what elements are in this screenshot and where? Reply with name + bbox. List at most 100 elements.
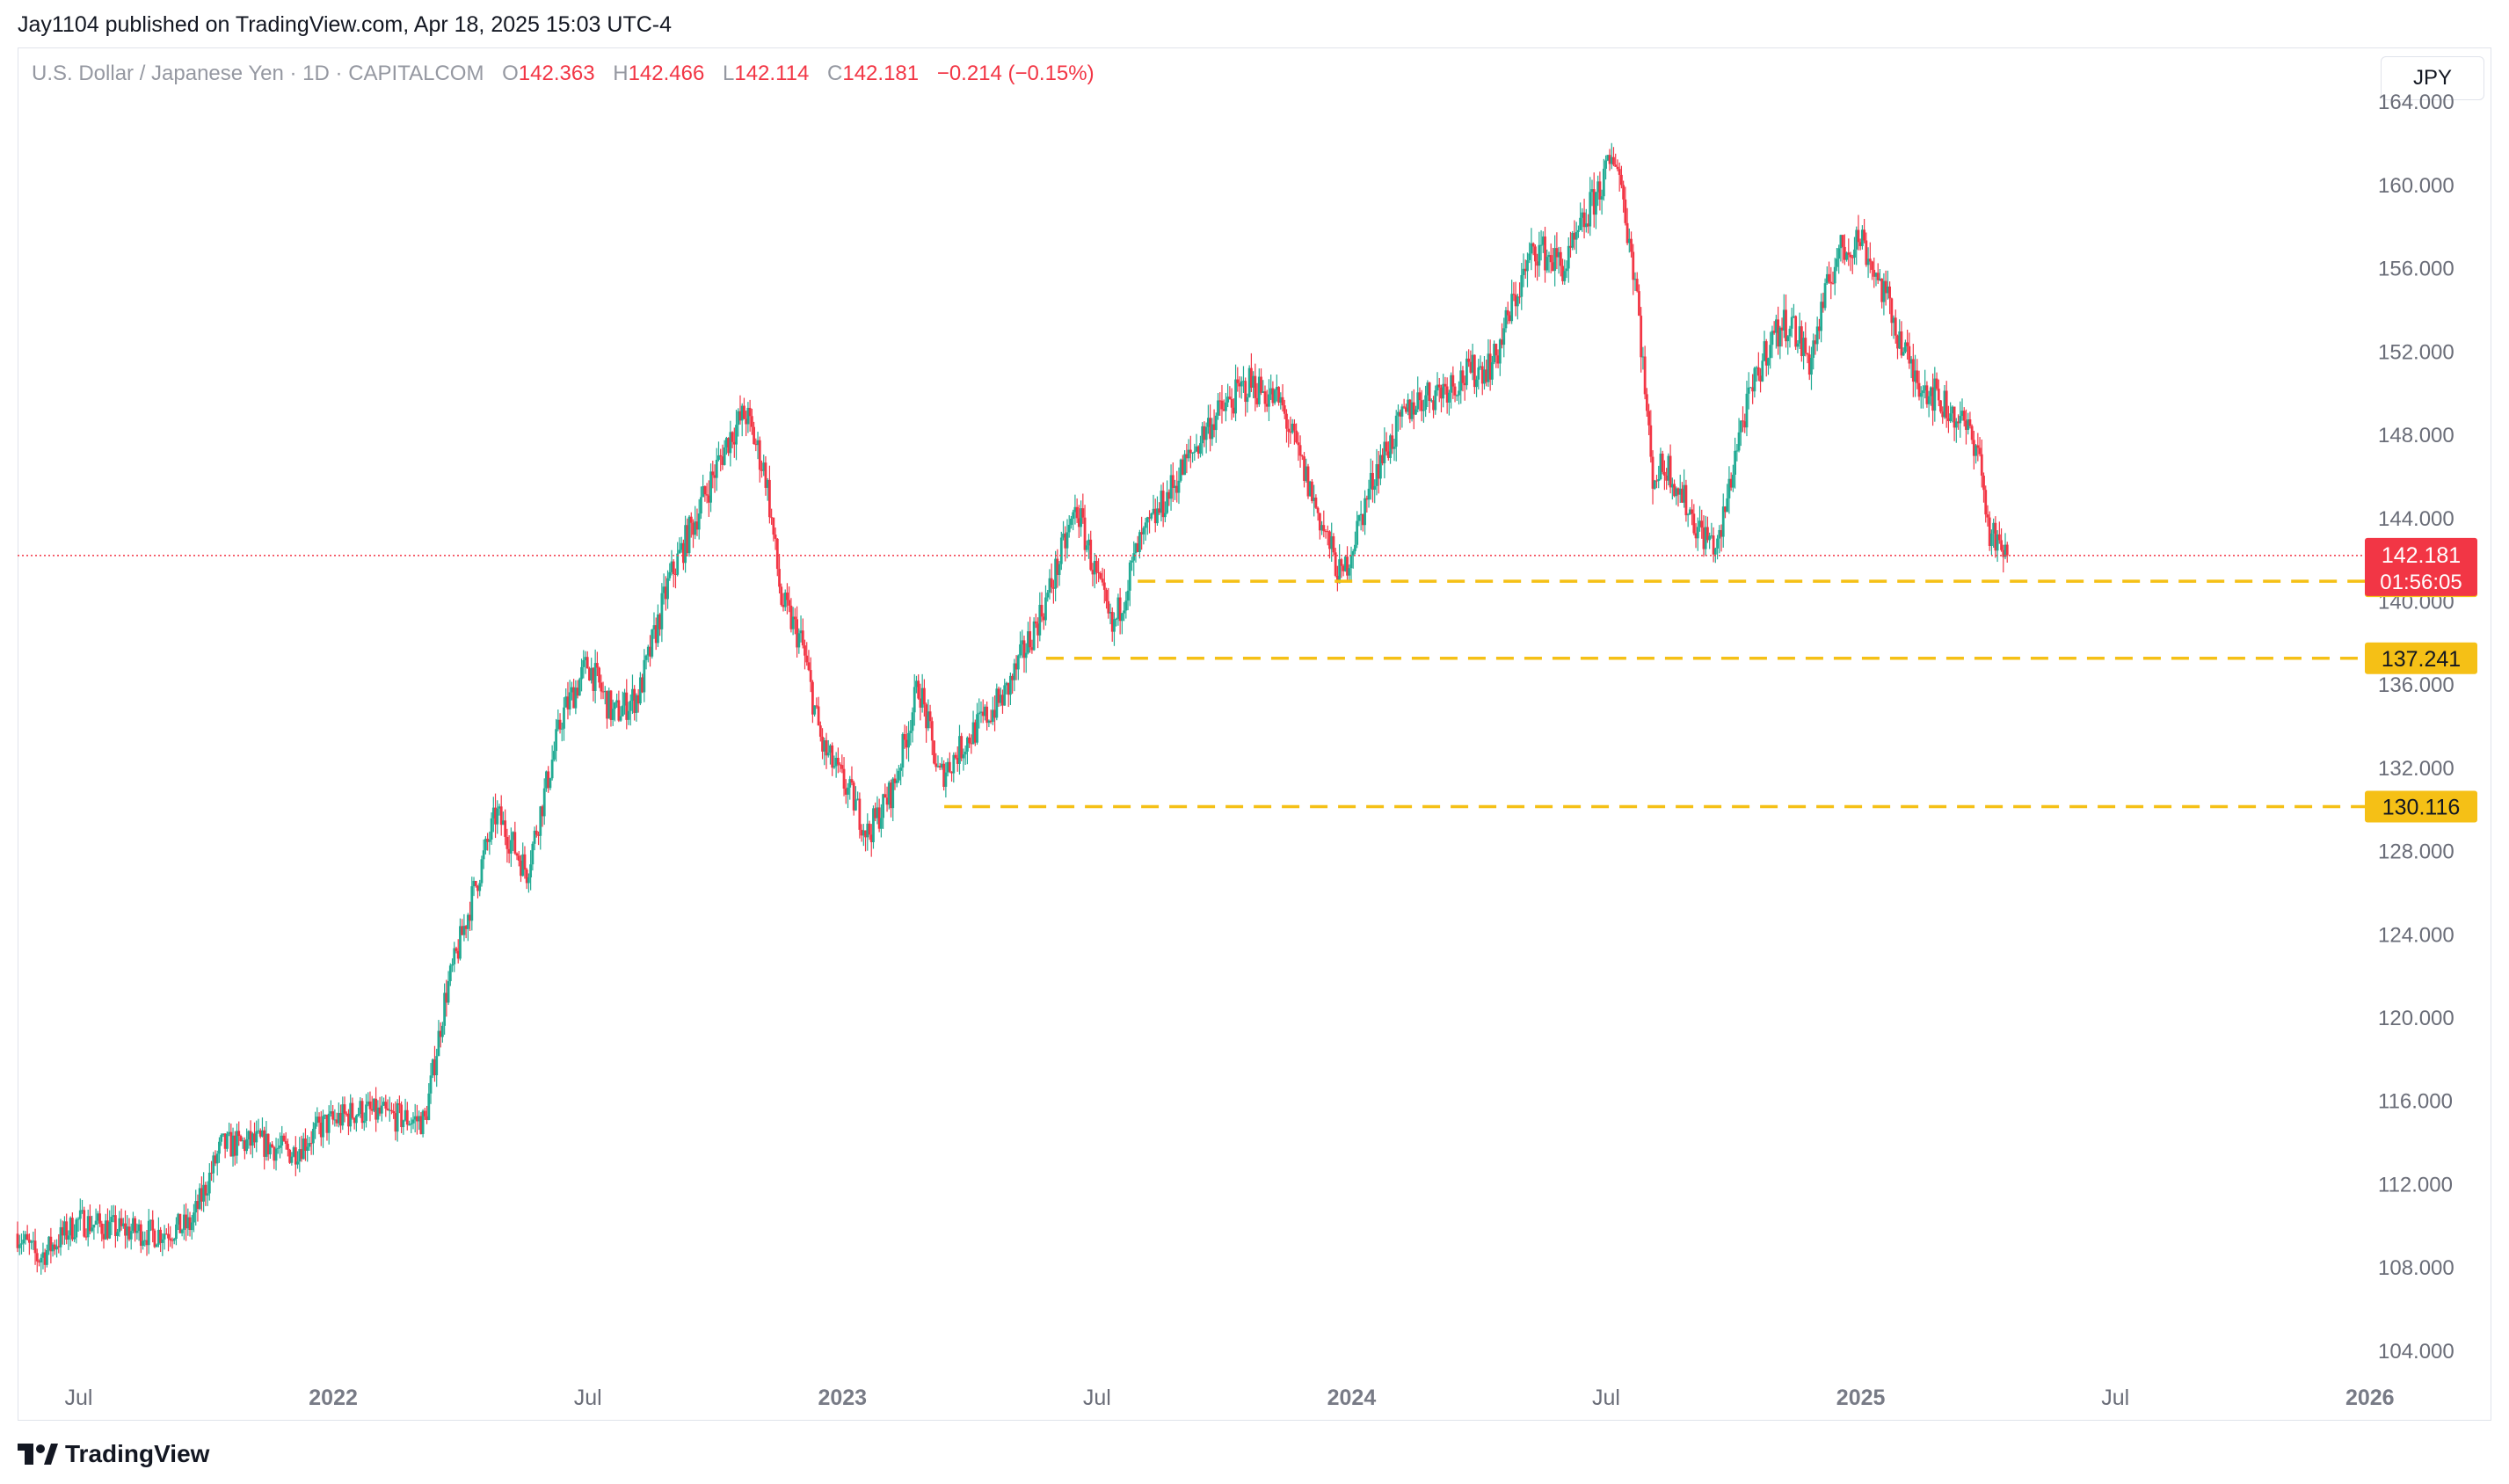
candle-body <box>282 1135 286 1141</box>
close-label: C <box>827 62 843 85</box>
candle-body <box>351 1102 354 1118</box>
candle-body <box>1902 352 1905 356</box>
candle-body <box>799 630 803 634</box>
candle-body <box>476 885 479 891</box>
candle-body <box>134 1218 137 1233</box>
candle-body <box>484 839 487 851</box>
candle-body <box>1480 366 1484 384</box>
candle-body <box>1377 463 1380 479</box>
candle-body <box>1727 478 1731 498</box>
candle-body <box>1510 294 1514 322</box>
candle-body <box>163 1233 166 1240</box>
footer-brand[interactable]: TradingView <box>18 1438 209 1470</box>
candle-body <box>104 1220 107 1240</box>
candle-body <box>1120 613 1124 622</box>
candle-body <box>194 1201 198 1213</box>
candle-body <box>731 432 734 442</box>
candle-body <box>780 586 783 605</box>
candle-body <box>614 702 616 709</box>
candle-body <box>668 571 672 578</box>
candle-body <box>1083 517 1087 550</box>
candle-body <box>1888 286 1891 299</box>
candle-body <box>1871 261 1873 270</box>
candle-body <box>1116 597 1120 619</box>
candle-body <box>396 1102 399 1132</box>
candle-body <box>1763 341 1766 361</box>
currency-button[interactable]: JPY <box>2381 56 2484 100</box>
candle-body <box>913 687 916 713</box>
candle-body <box>1968 419 1972 426</box>
symbol-title[interactable]: U.S. Dollar / Japanese Yen · 1D · CAPITA… <box>32 62 484 85</box>
change-value: −0.214 (−0.15%) <box>936 62 1095 85</box>
candle-body <box>335 1119 338 1124</box>
candle-body <box>644 655 648 660</box>
candle-body <box>1254 375 1257 398</box>
candle-body <box>1102 582 1106 590</box>
candle-body <box>898 770 900 781</box>
candle-body <box>1911 359 1915 382</box>
candle-body <box>433 1059 436 1076</box>
candle-body <box>190 1222 193 1231</box>
candle-body <box>1894 317 1897 336</box>
candle-body <box>1917 382 1921 397</box>
candle-body <box>1802 338 1805 357</box>
chart-frame[interactable] <box>18 47 2491 1421</box>
candle-body <box>1228 396 1232 400</box>
candle-body <box>210 1172 213 1174</box>
candle-body <box>1163 513 1167 518</box>
low-value: 142.114 <box>734 62 810 85</box>
candle-body <box>375 1098 378 1120</box>
candle-body <box>1602 168 1605 197</box>
candle-body <box>545 771 548 789</box>
candle-body <box>572 687 576 709</box>
candle-body <box>703 486 707 495</box>
y-tick-label: 104.000 <box>2378 1340 2454 1364</box>
candle-body <box>1742 420 1744 422</box>
candle-body <box>61 1226 64 1236</box>
candle-body <box>1340 559 1343 566</box>
candle-body <box>1379 455 1382 479</box>
candle-body <box>1863 229 1866 241</box>
candle-body <box>1845 252 1848 260</box>
candle-body <box>754 444 758 446</box>
candle-body <box>1720 529 1723 537</box>
candle-body <box>288 1149 292 1163</box>
candle-body <box>580 666 583 680</box>
candle-body <box>91 1227 94 1232</box>
candle-body <box>774 535 777 539</box>
candle-body <box>1584 223 1588 228</box>
candle-body <box>1772 331 1776 333</box>
candle-body <box>928 711 932 722</box>
candle-body <box>1774 319 1778 333</box>
candle-body <box>502 820 505 826</box>
candle-body <box>317 1117 321 1123</box>
candle-body <box>839 764 841 766</box>
candle-body <box>1702 527 1705 549</box>
candles-group <box>16 142 2009 1275</box>
candle-body <box>266 1133 270 1155</box>
x-tick-label: Jul <box>1083 1386 1111 1410</box>
candle-body <box>584 657 587 660</box>
candle-body <box>1622 185 1625 200</box>
candle-body <box>1444 383 1447 387</box>
candle-body <box>1428 382 1431 402</box>
candle-body <box>743 405 745 419</box>
candle-body <box>161 1239 164 1243</box>
candle-body <box>879 818 883 829</box>
candle-body <box>314 1123 316 1129</box>
candle-body <box>1706 527 1709 541</box>
candle-body <box>1729 478 1733 488</box>
candle-body <box>491 807 495 818</box>
candle-body <box>316 1117 319 1124</box>
candle-body <box>1483 369 1486 384</box>
candle-body <box>574 687 578 709</box>
candle-body <box>279 1145 281 1148</box>
candle-body <box>212 1155 215 1174</box>
candle-body <box>1445 386 1449 403</box>
candle-body <box>560 728 564 730</box>
candle-body <box>997 688 1000 703</box>
candle-body <box>360 1101 364 1124</box>
candle-body <box>1171 475 1175 488</box>
candle-body <box>1526 259 1529 272</box>
